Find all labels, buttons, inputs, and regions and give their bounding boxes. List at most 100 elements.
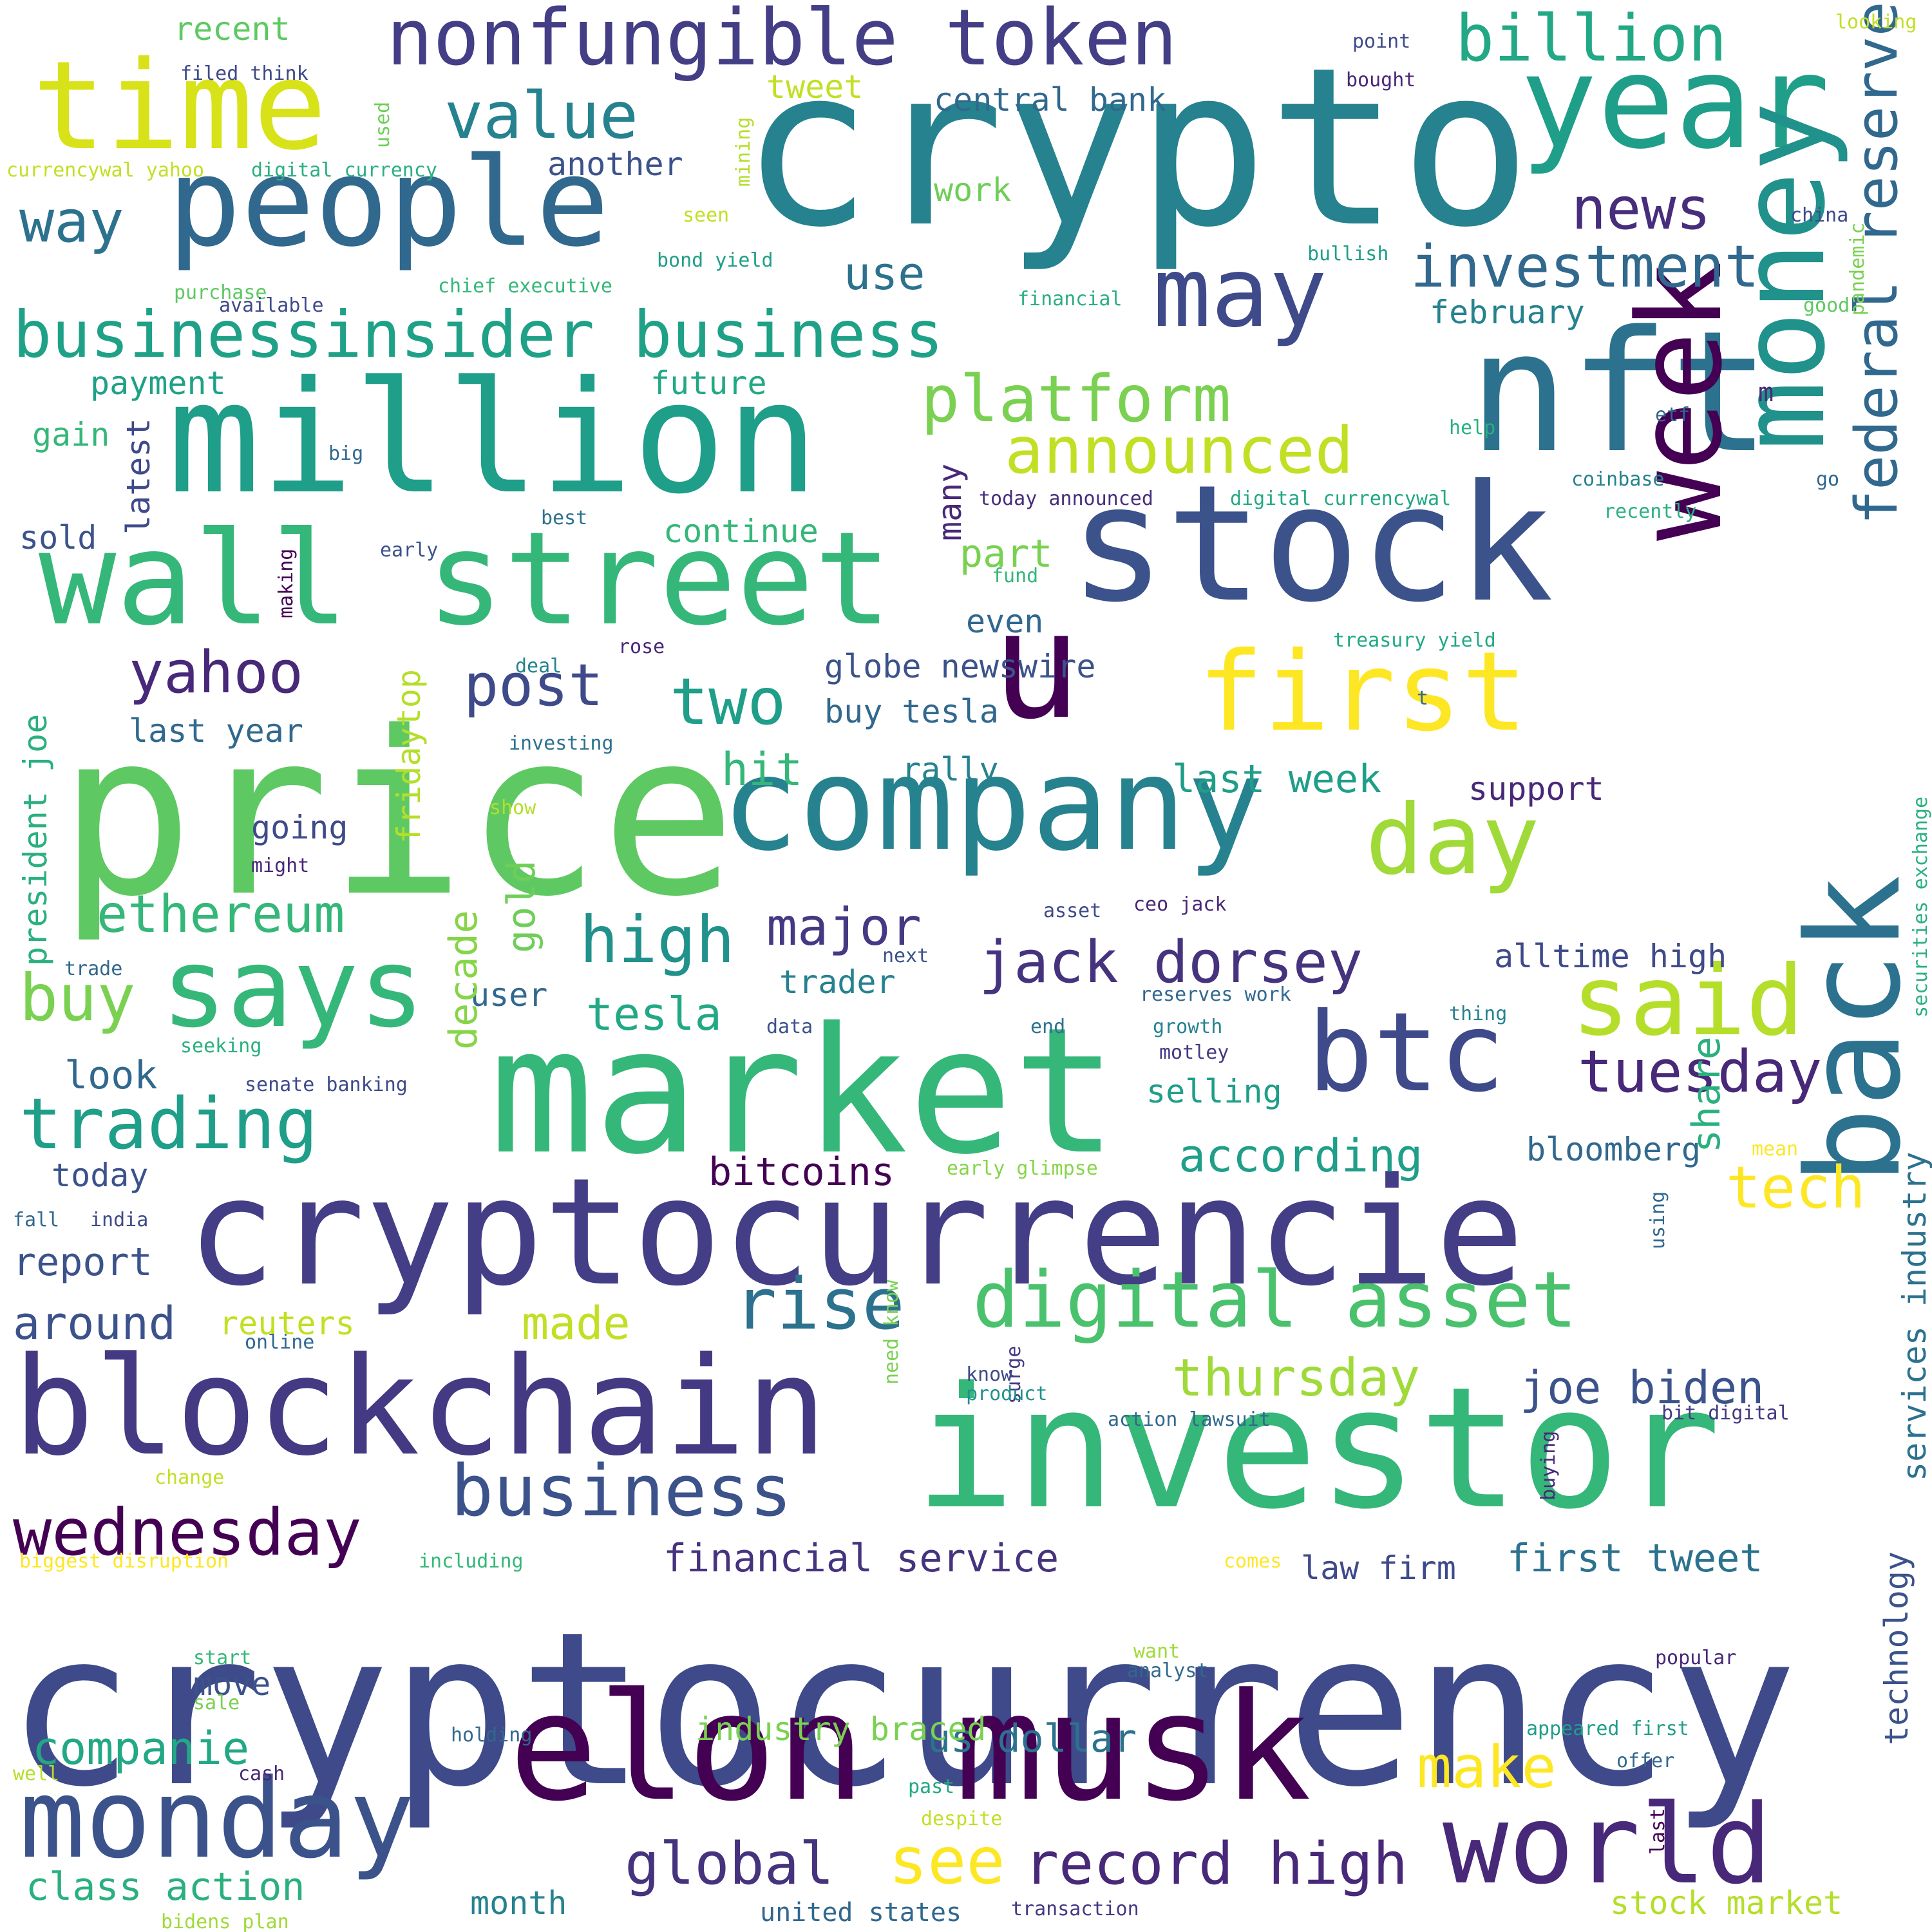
word-start: start [193, 1647, 252, 1669]
word-growth: growth [1153, 1016, 1223, 1038]
word-recent: recent [174, 10, 290, 48]
word-says: says [161, 925, 425, 1052]
word-show: show [489, 797, 536, 819]
word-digital-asset: digital asset [972, 1256, 1578, 1345]
word-alltime-high: alltime high [1494, 938, 1727, 975]
word-way: way [19, 188, 124, 256]
word-cash: cash [238, 1763, 285, 1785]
word-nft: nft [1468, 296, 1771, 490]
word-reuters: reuters [219, 1305, 355, 1342]
word-including: including [419, 1550, 524, 1573]
word-mining: mining [732, 117, 755, 187]
word-investment: investment [1410, 233, 1759, 301]
word-transaction: transaction [1011, 1898, 1139, 1920]
word-used: used [372, 101, 394, 148]
word-financial: financial [1018, 288, 1122, 310]
word-trade: trade [64, 958, 123, 980]
word-share: share [1684, 1036, 1729, 1153]
word-senate-banking: senate banking [245, 1074, 408, 1096]
word-month: month [470, 1884, 567, 1922]
word-us-dollar: us dollar [927, 1716, 1137, 1761]
word-continue: continue [663, 513, 819, 550]
word-cryptocurrency: cryptocurrency [6, 1586, 1798, 1833]
word-year: year [1520, 28, 1830, 178]
word-major: major [766, 897, 922, 957]
word-sold: sold [19, 519, 97, 556]
word-well: well [13, 1763, 60, 1785]
word-price: price [58, 683, 737, 946]
word-fall: fall [13, 1209, 60, 1231]
word-said: said [1571, 945, 1804, 1057]
word-m: m [1758, 378, 1774, 408]
word-record-high: record high [1024, 1830, 1408, 1898]
word-first: first [1198, 629, 1528, 756]
word-bitcoins: bitcoins [708, 1150, 895, 1195]
word-rose: rose [618, 636, 665, 658]
word-thursday: thursday [1172, 1348, 1421, 1408]
word-company: company [721, 730, 1264, 880]
word-crypto: crypto [741, 21, 1532, 276]
word-buying: buying [1537, 1430, 1560, 1501]
word-currencywal-yahoo: currencywal yahoo [6, 159, 205, 182]
word-billion: billion [1455, 1, 1727, 76]
word-reserves-work: reserves work [1140, 983, 1291, 1006]
word-thing: thing [1449, 1003, 1508, 1025]
word-monday: monday [19, 1756, 415, 1883]
word-analyst: analyst [1127, 1660, 1209, 1682]
word-tech: tech [1726, 1154, 1866, 1222]
word-look: look [64, 1053, 158, 1098]
word-selling: selling [1146, 1073, 1282, 1110]
word-popular: popular [1655, 1647, 1737, 1669]
word-holding: holding [451, 1724, 533, 1747]
word-jack-dorsey: jack dorsey [979, 929, 1363, 996]
word-february: february [1430, 294, 1585, 331]
word-user: user [470, 976, 548, 1014]
word-made: made [522, 1297, 630, 1350]
word-sale: sale [193, 1692, 240, 1714]
word-tuesday: tuesday [1578, 1038, 1823, 1106]
word-motley: motley [1159, 1041, 1229, 1064]
word-bullish: bullish [1307, 243, 1389, 265]
word-use: use [844, 247, 925, 300]
word-deal: deal [515, 655, 562, 677]
word-digital-currencywal: digital currencywal [1230, 488, 1452, 510]
word-stock: stock [1069, 450, 1554, 638]
word-financial-service: financial service [663, 1536, 1059, 1581]
word-tweet: tweet [766, 68, 864, 106]
word-best: best [541, 507, 588, 529]
word-despite: despite [921, 1808, 1003, 1830]
word-elon-musk: elon musk [509, 1662, 1312, 1834]
word-report: report [13, 1240, 153, 1285]
word-bloomberg: bloomberg [1526, 1131, 1701, 1168]
word-seeking: seeking [180, 1035, 262, 1057]
word-change: change [155, 1466, 225, 1489]
word-support: support [1468, 770, 1604, 808]
word-buy-tesla: buy tesla [824, 693, 999, 730]
word-blockchain: blockchain [13, 1328, 828, 1486]
word-past: past [908, 1776, 955, 1798]
word-today: today [52, 1157, 149, 1194]
word-bidens-plan: bidens plan [161, 1911, 289, 1932]
word-using: using [1647, 1191, 1669, 1249]
word-treasury-yield: treasury yield [1333, 629, 1496, 652]
word-wall-street: wall street [39, 504, 892, 654]
word-india: india [90, 1209, 149, 1231]
word-trading: trading [19, 1083, 318, 1165]
word-future: future [650, 365, 767, 402]
word-today-announced: today announced [979, 488, 1153, 510]
word-good: good [1803, 294, 1850, 317]
word-btc: btc [1307, 989, 1506, 1117]
word-investor: investor [914, 1352, 1721, 1546]
word-early: early [380, 539, 439, 562]
word-rally: rally [902, 751, 999, 788]
word-services-industry: services industry [1896, 1151, 1932, 1481]
word-business: business [451, 1450, 792, 1532]
word-china: china [1790, 204, 1849, 227]
word-last-year: last year [129, 712, 303, 750]
word-need-know: need know [880, 1280, 903, 1385]
word-part: part [960, 531, 1053, 576]
word-trader: trader [779, 963, 896, 1001]
word-according: according [1179, 1130, 1423, 1182]
word-know: know [966, 1363, 1013, 1386]
